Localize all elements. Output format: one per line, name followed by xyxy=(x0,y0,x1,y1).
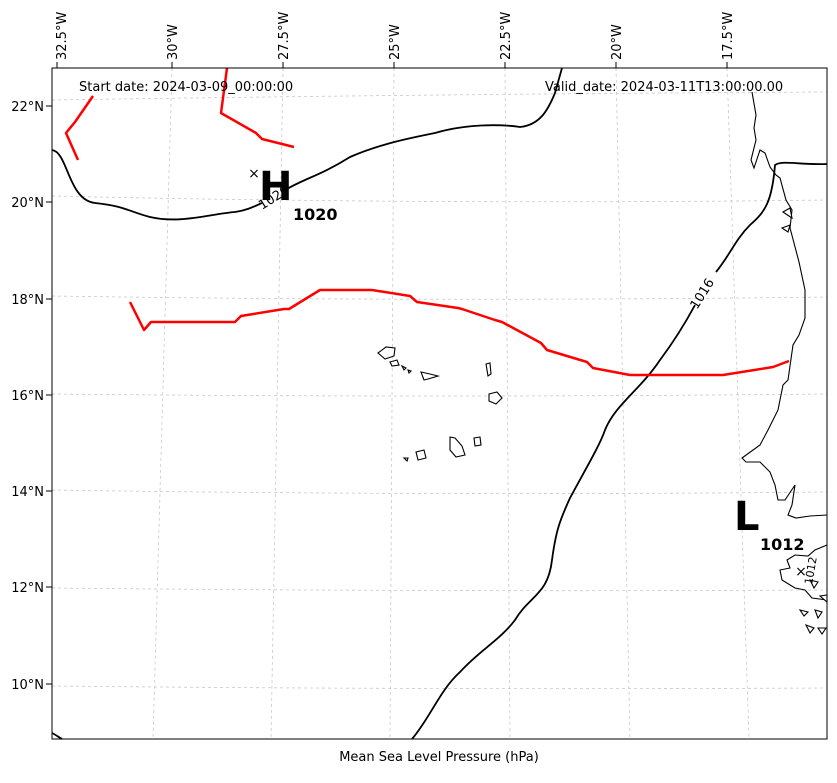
map-frame-bg xyxy=(52,68,827,739)
lat-tick-label: 16°N xyxy=(11,389,44,404)
start-date-label: Start date: 2024-03-09_00:00:00 xyxy=(79,80,293,95)
fronts xyxy=(64,67,790,377)
lon-tick-label: 25°W xyxy=(388,24,403,60)
center-x-icon: × xyxy=(248,166,260,182)
high-value: 1020 xyxy=(293,205,338,224)
graticule xyxy=(51,67,828,740)
lon-tick-label: 32.5°W xyxy=(55,12,70,60)
tick-marks xyxy=(46,62,728,685)
isobars xyxy=(51,67,828,740)
lat-tick-labels: 22°N 20°N 18°N 16°N 14°N 12°N 10°N xyxy=(11,100,44,693)
lat-tick-label: 10°N xyxy=(11,678,44,693)
high-pressure-center: × H 1020 xyxy=(248,164,337,224)
low-pressure-center: × L 1012 xyxy=(734,494,807,580)
high-letter: H xyxy=(259,164,292,210)
lat-tick-label: 20°N xyxy=(11,196,44,211)
lon-tick-label: 30°W xyxy=(166,24,181,60)
low-value: 1012 xyxy=(760,535,805,554)
center-x-icon: × xyxy=(795,564,807,580)
lon-tick-label: 20°W xyxy=(610,24,625,60)
lat-tick-label: 14°N xyxy=(11,485,44,500)
lat-tick-label: 22°N xyxy=(11,100,44,115)
map-xlabel: Mean Sea Level Pressure (hPa) xyxy=(339,750,539,765)
coastline xyxy=(741,91,828,635)
lon-tick-labels: 32.5°W 30°W 27.5°W 25°W 22.5°W 20°W 17.5… xyxy=(55,12,736,60)
lon-tick-label: 27.5°W xyxy=(277,12,292,60)
cape-verde-islands xyxy=(377,346,503,463)
lon-tick-label: 17.5°W xyxy=(721,12,736,60)
isobar-label-1012: 1012 xyxy=(802,556,820,586)
lon-tick-label: 22.5°W xyxy=(499,12,514,60)
low-letter: L xyxy=(734,494,760,540)
valid-date-label: Valid_date: 2024-03-11T13:00:00.00 xyxy=(545,80,783,95)
isobar-1016 xyxy=(411,304,696,740)
lat-tick-label: 12°N xyxy=(11,581,44,596)
map-frame xyxy=(51,67,828,740)
isobar-1020 xyxy=(51,149,263,221)
lat-tick-label: 18°N xyxy=(11,293,44,308)
